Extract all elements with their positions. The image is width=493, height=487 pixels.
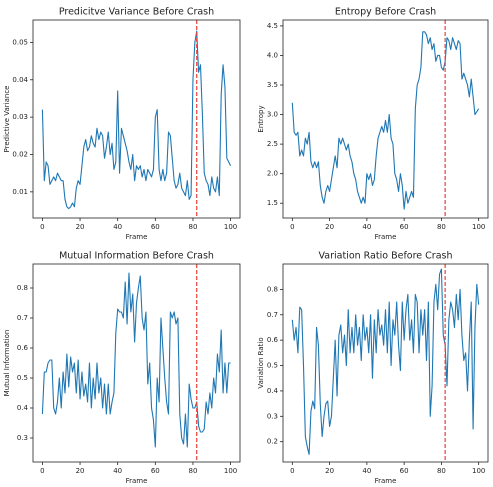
x-tick-label: 0 — [40, 223, 44, 231]
y-tick-label: 0.5 — [17, 374, 28, 382]
axes-frame — [32, 19, 241, 219]
chart-title: Predicitve Variance Before Crash — [59, 7, 214, 18]
x-axis-label: Frame — [126, 233, 148, 241]
x-tick-label: 0 — [290, 223, 294, 231]
x-tick-label: 60 — [151, 223, 160, 231]
y-tick-label: 0.6 — [267, 336, 279, 344]
data-line — [41, 272, 231, 448]
data-line — [41, 30, 232, 210]
y-tick-label: 0.8 — [17, 284, 28, 292]
y-tick-label: 0.5 — [267, 362, 278, 370]
x-tick-label: 80 — [437, 467, 446, 475]
x-tick-label: 20 — [76, 467, 85, 475]
y-tick-label: 3.5 — [267, 81, 278, 89]
x-axis-label: Frame — [375, 477, 397, 485]
y-tick-label: 4.5 — [267, 22, 278, 30]
x-tick-label: 60 — [400, 467, 409, 475]
axes-frame — [282, 19, 489, 219]
y-tick-label: 3.0 — [267, 111, 278, 119]
y-tick-label: 2.5 — [267, 140, 278, 148]
x-tick-label: 60 — [400, 223, 409, 231]
chart-title: Entropy Before Crash — [335, 7, 436, 18]
x-tick-label: 0 — [40, 467, 44, 475]
x-tick-label: 80 — [188, 467, 197, 475]
x-tick-label: 100 — [472, 467, 485, 475]
y-tick-label: 0.2 — [267, 438, 278, 446]
y-tick-label: 0.7 — [267, 311, 278, 319]
y-tick-label: 2.0 — [267, 170, 278, 178]
x-tick-label: 100 — [472, 223, 485, 231]
x-axis-label: Frame — [126, 477, 148, 485]
x-tick-label: 40 — [362, 467, 371, 475]
y-tick-label: 0.3 — [17, 434, 28, 442]
x-tick-label: 20 — [76, 223, 85, 231]
data-line — [291, 268, 480, 455]
x-tick-label: 0 — [290, 467, 294, 475]
x-tick-label: 40 — [362, 223, 371, 231]
x-tick-label: 80 — [437, 223, 446, 231]
y-tick-label: 0.3 — [267, 412, 278, 420]
y-axis-label: Predictive Variance — [3, 86, 11, 153]
x-tick-label: 100 — [224, 467, 237, 475]
y-tick-label: 0.03 — [12, 113, 28, 121]
chart-title: Variation Ratio Before Crash — [319, 251, 453, 262]
axes-frame — [32, 263, 241, 463]
y-axis-label: Variation Ratio — [257, 337, 265, 388]
data-line — [291, 31, 480, 210]
x-tick-label: 40 — [113, 467, 122, 475]
y-tick-label: 0.6 — [17, 344, 29, 352]
x-tick-label: 100 — [224, 223, 237, 231]
y-tick-label: 0.05 — [12, 38, 28, 46]
y-tick-label: 0.4 — [267, 387, 279, 395]
y-tick-label: 0.8 — [267, 285, 278, 293]
y-tick-label: 0.02 — [12, 150, 28, 158]
x-tick-label: 40 — [113, 223, 122, 231]
axes-frame — [282, 263, 489, 463]
y-tick-label: 4.0 — [267, 51, 278, 59]
x-tick-label: 60 — [151, 467, 160, 475]
y-tick-label: 0.7 — [17, 314, 28, 322]
x-tick-label: 20 — [325, 223, 334, 231]
y-tick-label: 0.4 — [17, 404, 29, 412]
y-tick-label: 0.04 — [12, 76, 28, 84]
x-tick-label: 20 — [325, 467, 334, 475]
y-axis-label: Mutual Information — [3, 330, 11, 397]
x-axis-label: Frame — [375, 233, 397, 241]
chart-title: Mutual Information Before Crash — [59, 251, 214, 262]
x-tick-label: 80 — [188, 223, 197, 231]
y-tick-label: 1.5 — [267, 199, 278, 207]
y-axis-label: Entropy — [257, 105, 265, 132]
y-tick-label: 0.01 — [12, 188, 28, 196]
